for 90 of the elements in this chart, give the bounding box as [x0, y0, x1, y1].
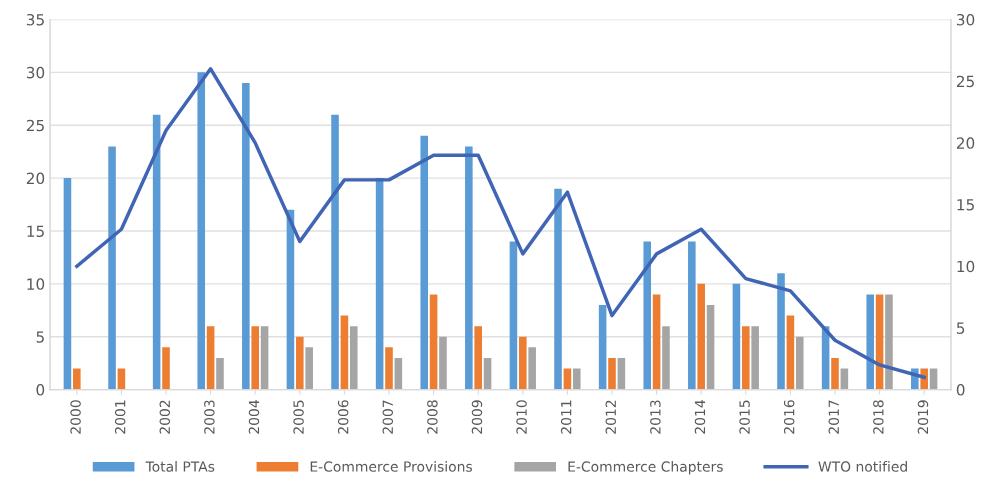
y2-tick-label: 5	[956, 322, 965, 334]
bar	[474, 326, 482, 390]
bar	[242, 82, 250, 390]
bar	[885, 294, 893, 390]
bar	[331, 114, 339, 390]
bar	[429, 294, 438, 390]
bar	[296, 336, 304, 390]
bar	[73, 368, 81, 390]
x-tick-label: 2006	[337, 400, 349, 434]
y-tick-label: 25	[26, 119, 44, 132]
x-tick-label: 2019	[917, 400, 929, 434]
bar	[866, 294, 875, 390]
x-tick-label: 2004	[248, 400, 260, 434]
x-tick-label: 2007	[382, 400, 394, 434]
x-tick-label: 2011	[560, 400, 572, 434]
y-tick-label: 5	[36, 331, 44, 343]
bar	[732, 283, 741, 390]
x-tick-label: 2014	[694, 400, 706, 434]
bar	[617, 357, 626, 390]
bar	[795, 336, 804, 390]
bar	[385, 347, 393, 390]
bar	[251, 326, 259, 390]
x-tick-label: 2016	[783, 400, 795, 434]
x-tick-label: 2001	[114, 400, 126, 434]
bar	[688, 241, 696, 390]
bar	[509, 241, 518, 390]
line-series	[75, 67, 926, 379]
bar	[598, 305, 607, 390]
bar	[394, 357, 403, 390]
bar	[108, 146, 116, 390]
bar	[340, 315, 349, 390]
x-tick-label: 2015	[739, 400, 750, 434]
bar	[840, 368, 849, 390]
bar	[554, 188, 562, 390]
bar	[519, 336, 527, 390]
x-tick-label: 2013	[650, 400, 661, 434]
y-tick-label: 10	[27, 278, 45, 290]
bar	[706, 305, 715, 390]
bar	[929, 368, 938, 390]
y2-tick-label: 20	[956, 137, 975, 149]
y2-tick-label: 25	[956, 75, 974, 88]
y-tick-label: 15	[27, 225, 44, 237]
x-tick-label: 2017	[828, 400, 840, 434]
bar	[742, 326, 750, 390]
x-tick-label: 2012	[605, 400, 617, 434]
y-tick-label: 35	[26, 13, 44, 26]
bar	[777, 273, 785, 390]
x-tick-label: 2002	[159, 400, 171, 434]
bar	[662, 326, 670, 390]
y2-tick-label: 0	[956, 384, 965, 396]
bar	[697, 283, 705, 390]
bar	[652, 294, 661, 390]
bar	[465, 146, 473, 390]
bar	[643, 241, 652, 390]
bar	[260, 326, 269, 390]
bar	[439, 336, 447, 390]
bar	[206, 326, 215, 390]
bar	[751, 326, 759, 390]
x-tick-label: 2005	[293, 400, 304, 434]
x-tick-label: 2018	[873, 400, 884, 434]
bar	[563, 368, 572, 390]
bar	[162, 347, 170, 390]
bar	[197, 72, 206, 390]
bar	[572, 368, 581, 390]
legend-label: E-Commerce Provisions	[310, 461, 473, 472]
bar	[483, 357, 492, 390]
x-tick-label: 2009	[471, 400, 483, 434]
x-tick-label: 2000	[70, 400, 81, 434]
bar	[63, 178, 72, 390]
y2-tick-label: 10	[957, 260, 975, 273]
x-tick-label: 2010	[516, 400, 527, 434]
legend-label: E-Commerce Chapters	[568, 461, 723, 475]
x-tick-label: 2008	[427, 400, 438, 434]
x-tick-label: 2003	[204, 400, 215, 434]
bar	[349, 326, 358, 390]
bar	[420, 135, 429, 390]
y2-tick-label: 30	[956, 13, 975, 26]
y-tick-label: 30	[26, 66, 45, 79]
bar	[216, 357, 224, 390]
y-tick-label: 0	[36, 384, 45, 396]
bar	[117, 368, 126, 390]
y-tick-label: 20	[26, 172, 45, 185]
bar	[608, 357, 616, 390]
legend-label: WTO notified	[818, 461, 907, 472]
legend-label: Total PTAs	[145, 461, 215, 472]
bar	[305, 347, 313, 390]
y2-tick-label: 15	[957, 199, 974, 211]
bar	[786, 315, 795, 390]
bar	[831, 357, 839, 390]
bar	[528, 347, 536, 390]
